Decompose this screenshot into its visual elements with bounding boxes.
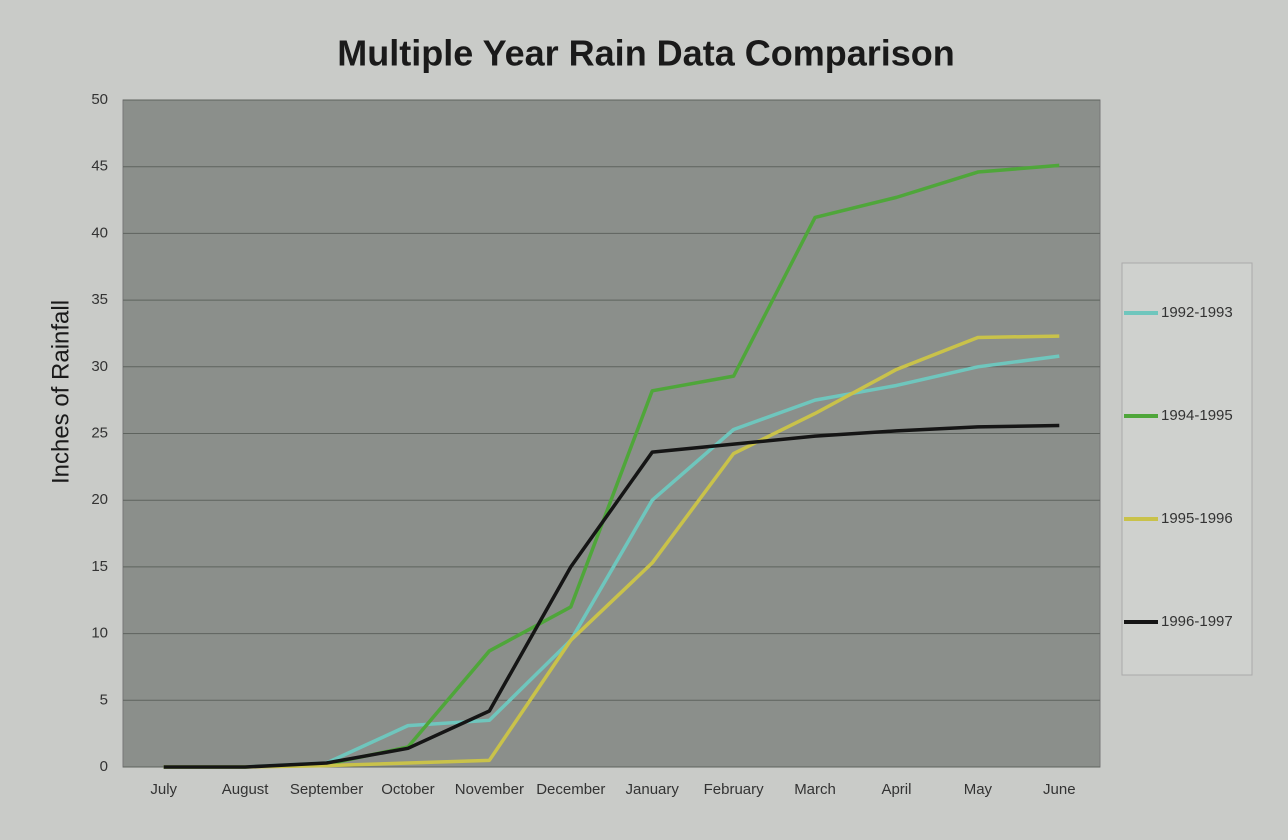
y-tick-label: 50 [91, 91, 108, 108]
y-axis-label: Inches of Rainfall [47, 300, 74, 484]
y-tick-label: 35 [91, 291, 108, 308]
y-tick-label: 15 [91, 558, 108, 575]
legend-label: 1996-1997 [1161, 613, 1233, 630]
x-tick-label: November [455, 781, 524, 798]
x-tick-label: June [1043, 781, 1076, 798]
chart-title: Multiple Year Rain Data Comparison [337, 33, 954, 74]
y-tick-label: 40 [91, 224, 108, 241]
series-line [163, 423, 1060, 769]
y-tick-label: 0 [100, 758, 108, 775]
x-tick-label: August [222, 781, 270, 798]
x-tick-label: May [964, 781, 993, 798]
x-tick-label: January [626, 781, 680, 798]
x-tick-label: December [536, 781, 605, 798]
legend-label: 1992-1993 [1161, 304, 1233, 321]
x-tick-label: July [150, 781, 177, 798]
x-tick-label: September [290, 781, 363, 798]
legend-label: 1994-1995 [1161, 407, 1233, 424]
y-tick-label: 5 [100, 691, 108, 708]
y-tick-label: 20 [91, 491, 108, 508]
series-line [163, 334, 1060, 769]
x-tick-label: October [381, 781, 434, 798]
y-tick-label: 30 [91, 358, 108, 375]
y-tick-label: 45 [91, 158, 108, 175]
x-tick-label: April [881, 781, 911, 798]
legend-box [1121, 262, 1253, 676]
legend-label: 1995-1996 [1161, 510, 1233, 527]
x-tick-label: March [794, 781, 836, 798]
y-tick-label: 10 [91, 625, 108, 642]
x-tick-label: February [704, 781, 765, 798]
y-tick-label: 25 [91, 424, 108, 441]
